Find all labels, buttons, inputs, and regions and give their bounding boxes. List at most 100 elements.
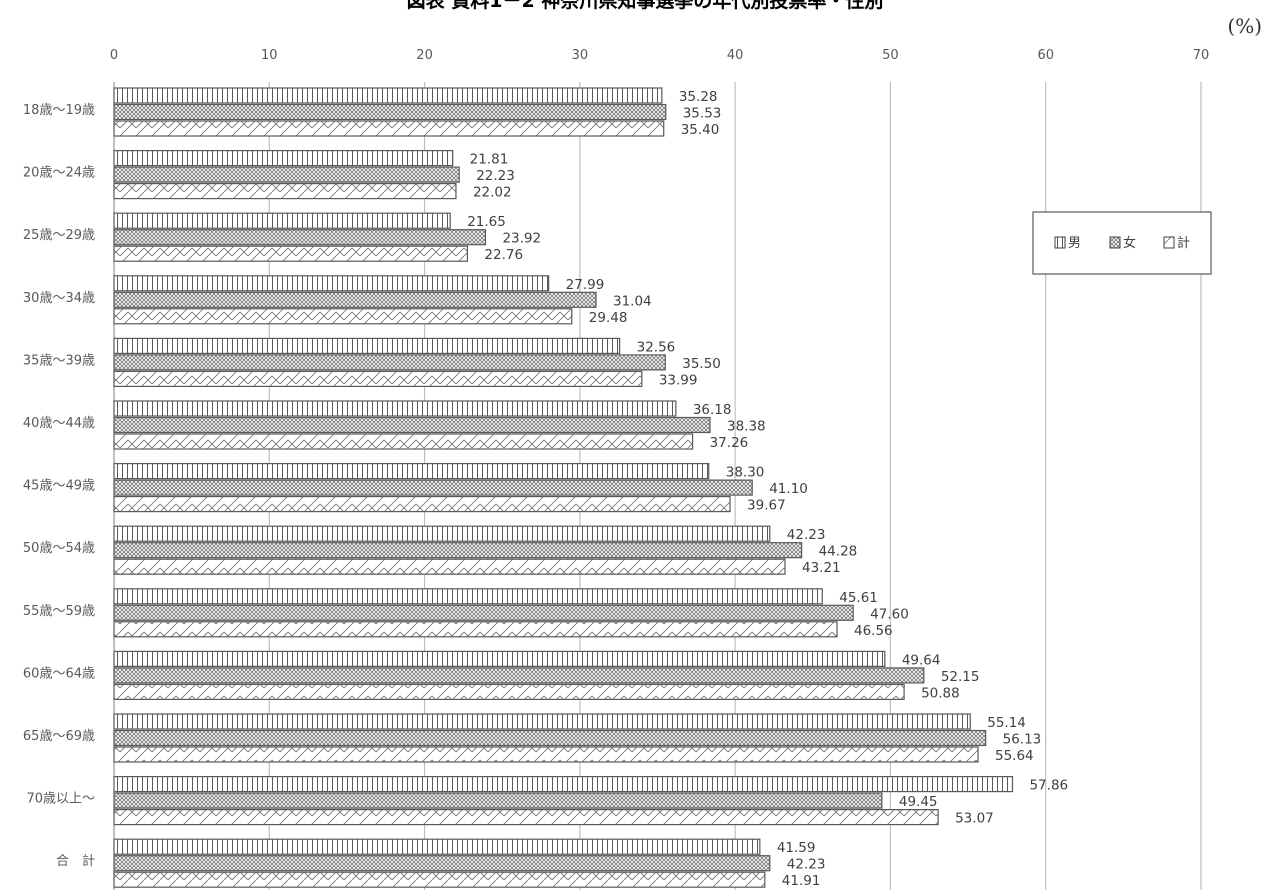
data-label-female: 23.92 [502, 231, 541, 247]
bar-total [113, 558, 786, 575]
data-label-female: 47.60 [870, 606, 909, 622]
data-label-female: 35.53 [683, 106, 722, 122]
x-tick-label-40: 40 [727, 48, 744, 63]
bar-total [113, 370, 643, 387]
legend-swatch-total [1163, 236, 1175, 249]
unit-label: (%) [1227, 14, 1262, 38]
bar-male [113, 275, 550, 292]
x-tick-labels: 0 10 20 30 40 50 60 70 [110, 48, 1209, 63]
legend-swatch-male [1054, 236, 1066, 249]
bar-total [113, 433, 694, 450]
data-label-female: 49.45 [899, 794, 938, 810]
legend-item-female: 女 [1109, 235, 1136, 251]
data-label-female: 44.28 [819, 544, 858, 560]
bar-total [113, 746, 979, 763]
data-label-total: 35.40 [681, 122, 720, 138]
bar-female [113, 416, 711, 434]
category-label: 20歳～24歳 [23, 166, 95, 181]
data-label-male: 55.14 [987, 715, 1026, 731]
data-label-total: 43.21 [802, 560, 841, 576]
data-label-male: 36.18 [693, 402, 732, 418]
x-tick-label-30: 30 [572, 48, 589, 63]
data-label-total: 22.76 [484, 247, 523, 263]
legend-swatch-female [1109, 236, 1121, 249]
data-label-male: 45.61 [839, 590, 878, 606]
category-label: 25歳～29歳 [23, 228, 95, 243]
bars [113, 87, 1014, 888]
x-tick-label-70: 70 [1193, 48, 1210, 63]
bar-male [113, 525, 771, 542]
data-label-female: 31.04 [613, 293, 652, 309]
bar-total [113, 871, 766, 888]
bar-male [113, 713, 971, 730]
bar-female [113, 103, 667, 121]
category-label: 45歳～49歳 [23, 479, 95, 494]
bar-female [113, 291, 597, 308]
data-label-male: 41.59 [777, 840, 816, 856]
data-label-female: 35.50 [682, 356, 721, 372]
data-label-female: 42.23 [787, 857, 826, 873]
category-label: 70歳以上～ [26, 792, 95, 807]
data-label-female: 52.15 [941, 669, 980, 685]
data-label-male: 57.86 [1029, 778, 1068, 794]
data-label-male: 38.30 [726, 465, 765, 481]
bar-male [113, 838, 761, 855]
bar-male [113, 463, 710, 480]
bar-female [113, 479, 753, 496]
bar-female [113, 855, 771, 872]
bar-male [113, 588, 823, 605]
bar-male [113, 337, 621, 354]
category-label: 50歳～54歳 [23, 541, 95, 556]
bar-total [113, 496, 731, 513]
data-label-total: 46.56 [854, 623, 893, 639]
x-tick-label-0: 0 [110, 48, 118, 63]
data-label-total: 39.67 [747, 498, 786, 514]
x-tick-label-10: 10 [261, 48, 278, 63]
data-label-total: 22.02 [473, 185, 512, 201]
bar-male [113, 650, 886, 668]
bar-female [113, 792, 883, 809]
category-label: 65歳～69歳 [23, 729, 95, 744]
data-label-total: 53.07 [955, 811, 994, 827]
category-labels: 18歳～19歳 20歳～24歳 25歳～29歳 30歳～34歳 35歳～39歳 40歳～4… [23, 103, 95, 869]
data-label-female: 38.38 [727, 419, 766, 435]
bar-female [113, 166, 460, 183]
legend-label-female: 女 [1123, 235, 1136, 251]
legend-label-male: 男 [1068, 236, 1081, 251]
data-label-male: 21.81 [470, 152, 509, 168]
bar-total [113, 621, 838, 638]
x-tick-label-20: 20 [416, 48, 433, 63]
category-label: 30歳～34歳 [23, 291, 95, 306]
bar-total [113, 245, 469, 262]
legend-item-male: 男 [1054, 236, 1081, 251]
bar-female [113, 604, 854, 621]
bar-female [113, 729, 987, 747]
legend: 男 女 計 [1032, 211, 1212, 275]
bar-male [113, 150, 454, 167]
category-label: 合 計 [56, 853, 95, 869]
data-label-total: 37.26 [710, 435, 749, 451]
bar-male [113, 775, 1014, 793]
bar-male [113, 87, 663, 104]
data-label-male: 32.56 [637, 339, 676, 355]
bar-total [113, 183, 457, 200]
category-label: 40歳～44歳 [23, 416, 95, 431]
legend-item-total: 計 [1163, 235, 1190, 251]
x-tick-label-60: 60 [1037, 48, 1054, 63]
chart-title: 図表 資料1－2 神奈川県知事選挙の年代別投票率・性別 [407, 0, 884, 12]
data-label-male: 21.65 [467, 214, 506, 230]
category-label: 55歳～59歳 [23, 604, 95, 619]
x-tick-label-50: 50 [882, 48, 899, 63]
bar-total [113, 120, 665, 137]
bar-total [113, 308, 573, 325]
category-label: 35歳～39歳 [23, 353, 95, 368]
bar-female [113, 229, 487, 246]
data-label-total: 41.91 [782, 873, 821, 889]
category-label: 60歳～64歳 [23, 666, 95, 681]
data-label-female: 56.13 [1003, 732, 1042, 748]
data-label-male: 35.28 [679, 89, 718, 105]
data-label-male: 42.23 [787, 527, 826, 543]
category-label: 18歳～19歳 [23, 103, 95, 118]
